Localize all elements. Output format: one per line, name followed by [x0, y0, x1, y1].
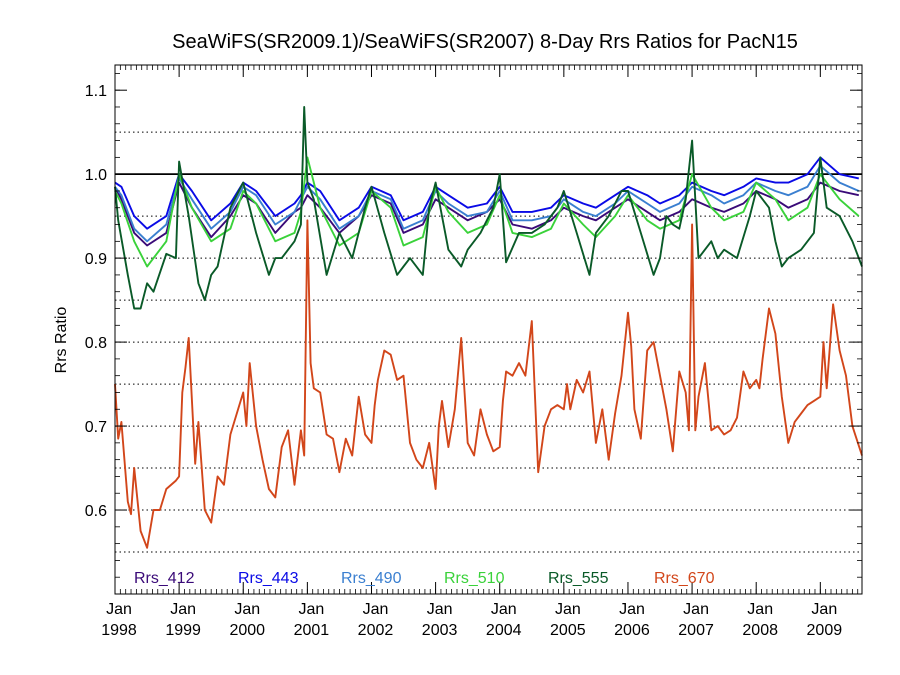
x-tick-year-5: 2003 [422, 622, 458, 639]
x-tick-month-5: Jan [427, 601, 453, 618]
x-tick-month-0: Jan [106, 601, 132, 618]
x-tick-year-0: 1998 [101, 622, 137, 639]
y-tick-label-1: 0.7 [85, 419, 107, 436]
x-tick-year-8: 2006 [614, 622, 650, 639]
x-tick-year-6: 2004 [486, 622, 522, 639]
series-lines [114, 106, 863, 549]
series-line-rrs-555 [114, 106, 863, 310]
plot-frame [114, 64, 863, 595]
x-tick-year-2: 2000 [229, 622, 265, 639]
series-line-rrs-412 [114, 181, 860, 247]
x-tick-year-1: 1999 [165, 622, 201, 639]
legend-entry-rrs-555: Rrs_555 [548, 570, 609, 587]
x-tick-month-10: Jan [747, 601, 773, 618]
axes: 0.6 0.7 0.8 0.9 1.0 1.1 Jan 1998 Jan 1999 Jan 2000 J… [85, 64, 863, 639]
x-tick-month-7: Jan [555, 601, 581, 618]
chart-title: SeaWiFS(SR2009.1)/SeaWiFS(SR2007) 8-Day … [172, 31, 798, 53]
legend: Rrs_412 Rrs_443 Rrs_490 Rrs_510 Rrs_555 Rrs_6… [134, 570, 715, 587]
x-tick-month-6: Jan [491, 601, 517, 618]
y-tick-label-2: 0.8 [85, 335, 107, 352]
legend-entry-rrs-510: Rrs_510 [444, 570, 505, 587]
x-tick-month-2: Jan [234, 601, 260, 618]
y-tick-label-3: 0.9 [85, 251, 107, 268]
x-tick-month-11: Jan [811, 601, 837, 618]
y-tick-label-5: 1.1 [85, 83, 107, 100]
x-tick-month-8: Jan [619, 601, 645, 618]
y-axis-label: Rrs Ratio [53, 307, 70, 374]
x-tick-year-7: 2005 [550, 622, 586, 639]
x-tick-month-4: Jan [363, 601, 389, 618]
legend-entry-rrs-490: Rrs_490 [341, 570, 402, 587]
x-tick-month-9: Jan [683, 601, 709, 618]
series-line-rrs-443 [114, 156, 860, 230]
x-tick-year-11: 2009 [807, 622, 843, 639]
y-tick-label-4: 1.0 [85, 167, 107, 184]
x-tick-year-10: 2008 [742, 622, 778, 639]
x-tick-year-9: 2007 [678, 622, 714, 639]
x-tick-month-3: Jan [298, 601, 324, 618]
series-line-rrs-670 [114, 219, 863, 549]
x-tick-year-4: 2002 [358, 622, 394, 639]
legend-entry-rrs-670: Rrs_670 [654, 570, 715, 587]
legend-entry-rrs-443: Rrs_443 [238, 570, 299, 587]
legend-entry-rrs-412: Rrs_412 [134, 570, 195, 587]
y-tick-label-0: 0.6 [85, 503, 107, 520]
series-line-rrs-510 [114, 156, 860, 268]
x-tick-year-3: 2001 [294, 622, 330, 639]
x-tick-month-1: Jan [170, 601, 196, 618]
